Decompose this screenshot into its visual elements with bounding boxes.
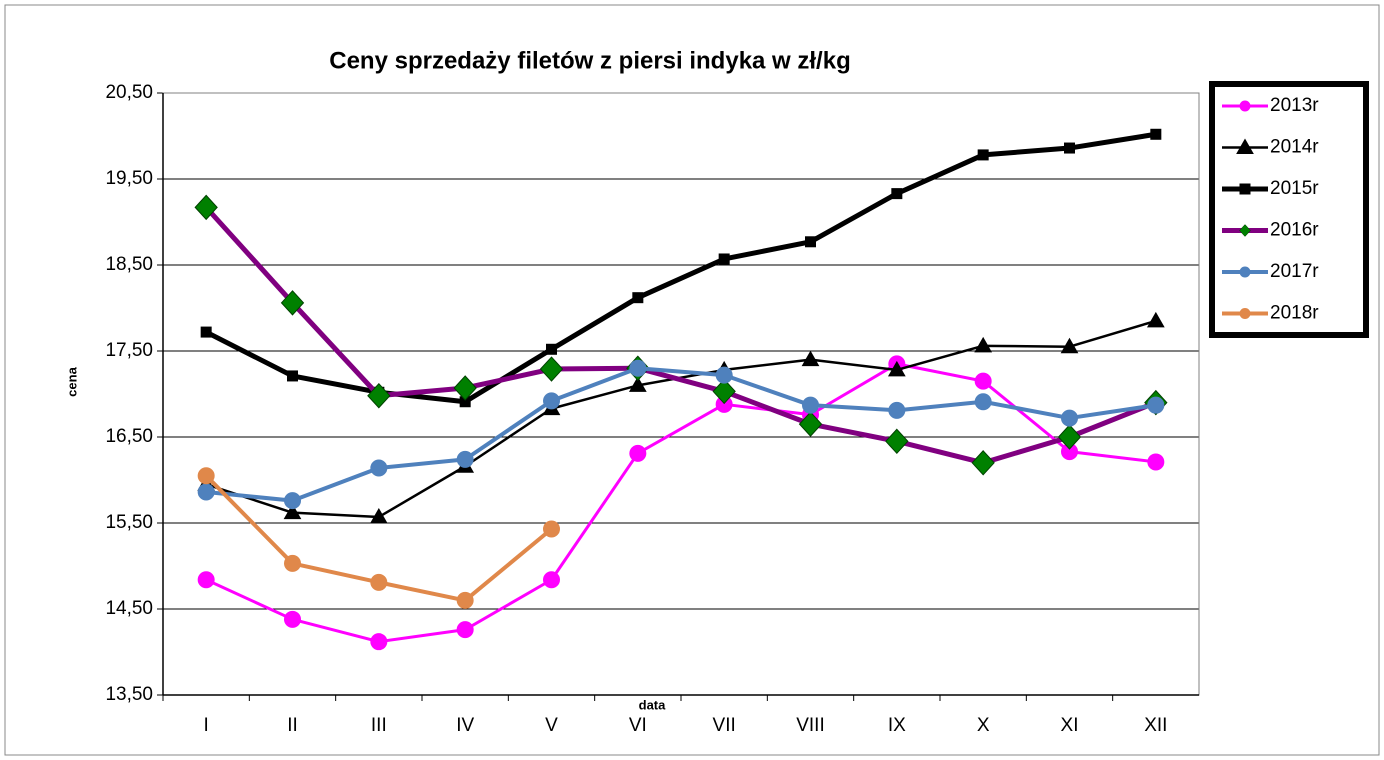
marker xyxy=(1064,142,1075,154)
marker xyxy=(891,188,903,200)
marker xyxy=(456,591,474,609)
marker xyxy=(1239,266,1251,278)
legend-label: 2017r xyxy=(1270,261,1319,282)
marker xyxy=(974,393,992,411)
marker xyxy=(197,571,215,589)
chart-title: Ceny sprzedaży filetów z piersi indyka w… xyxy=(329,47,850,74)
marker xyxy=(543,520,560,538)
legend-label: 2014r xyxy=(1270,137,1319,158)
marker xyxy=(971,450,995,476)
marker xyxy=(1147,453,1165,471)
x-tick-label: IV xyxy=(456,715,474,736)
chart-border xyxy=(4,4,1380,756)
marker xyxy=(367,382,391,409)
marker xyxy=(1239,308,1251,319)
x-tick-label: VI xyxy=(629,715,647,736)
marker xyxy=(369,507,388,524)
x-tick-label: X xyxy=(977,715,990,736)
marker xyxy=(977,149,989,161)
y-tick-label: 15,50 xyxy=(105,512,153,533)
marker xyxy=(1057,424,1082,450)
marker xyxy=(1239,100,1251,112)
x-tick-label: I xyxy=(204,715,209,736)
marker xyxy=(1061,409,1078,427)
marker xyxy=(798,411,823,437)
x-tick-label: II xyxy=(287,715,298,736)
x-tick-label: XI xyxy=(1061,715,1079,736)
x-tick-label: V xyxy=(545,715,558,736)
marker xyxy=(370,573,388,591)
marker xyxy=(974,372,992,390)
marker xyxy=(370,459,388,477)
marker xyxy=(1239,183,1251,195)
marker xyxy=(718,253,730,265)
y-tick-label: 14,50 xyxy=(105,598,153,619)
x-tick-label: VIII xyxy=(796,715,825,736)
legend-label: 2015r xyxy=(1270,178,1319,199)
marker xyxy=(1239,224,1251,237)
marker xyxy=(546,343,557,355)
series-line xyxy=(205,131,1157,405)
marker xyxy=(283,503,302,520)
marker xyxy=(543,571,560,589)
marker xyxy=(543,392,560,410)
y-tick-label: 18,50 xyxy=(105,254,153,275)
series-line xyxy=(205,366,1157,503)
y-tick-label: 13,50 xyxy=(105,684,153,705)
y-tick-label: 19,50 xyxy=(105,168,153,189)
marker xyxy=(885,428,909,455)
legend-label: 2013r xyxy=(1270,95,1319,116)
marker xyxy=(1236,138,1254,154)
marker xyxy=(1150,128,1162,140)
marker xyxy=(715,366,733,384)
legend-label: 2018r xyxy=(1270,303,1319,324)
marker xyxy=(456,450,474,468)
marker xyxy=(1060,337,1079,354)
marker xyxy=(712,378,736,405)
marker xyxy=(1146,311,1165,328)
marker xyxy=(453,375,477,401)
marker xyxy=(887,360,906,377)
y-axis-label: cena xyxy=(64,366,79,396)
marker xyxy=(539,356,564,382)
marker xyxy=(287,370,298,382)
marker xyxy=(284,554,301,572)
series-line xyxy=(205,362,1157,644)
marker xyxy=(628,376,647,392)
x-tick-label: VII xyxy=(713,715,736,736)
legend-label: 2016r xyxy=(1270,220,1319,241)
marker xyxy=(284,610,301,628)
marker xyxy=(974,336,993,353)
x-tick-label: XII xyxy=(1144,715,1167,736)
marker xyxy=(1147,396,1165,414)
y-tick-label: 17,50 xyxy=(105,340,153,361)
marker xyxy=(629,444,647,462)
series-line xyxy=(204,205,1157,466)
marker xyxy=(194,194,218,221)
marker xyxy=(802,396,819,414)
y-tick-label: 16,50 xyxy=(105,426,153,447)
marker xyxy=(632,292,644,304)
x-tick-label: IX xyxy=(888,715,906,736)
marker xyxy=(456,621,474,639)
marker xyxy=(629,359,647,377)
y-tick-label: 20,50 xyxy=(105,82,153,103)
legend-box xyxy=(1209,81,1369,338)
marker xyxy=(200,326,212,338)
marker xyxy=(280,290,305,316)
x-axis-label: data xyxy=(639,697,667,712)
marker xyxy=(197,483,215,501)
marker xyxy=(888,401,906,419)
x-tick-label: III xyxy=(371,715,387,736)
marker xyxy=(197,467,215,485)
marker xyxy=(801,350,820,367)
marker xyxy=(284,492,301,510)
marker xyxy=(370,633,388,651)
marker xyxy=(805,236,816,248)
